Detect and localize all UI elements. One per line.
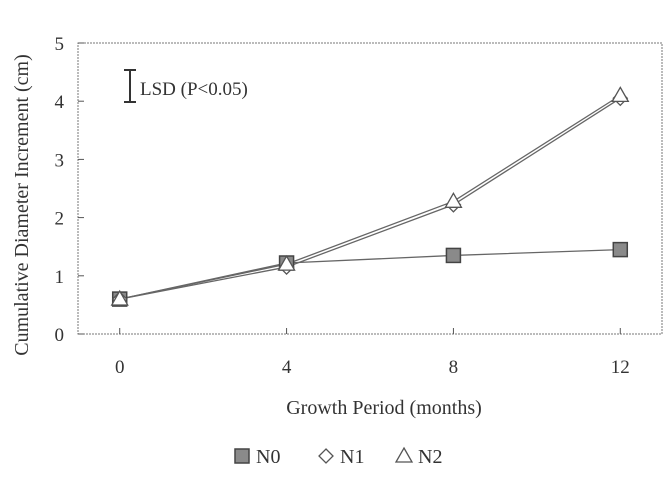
series-line-n1 bbox=[119, 97, 621, 300]
x-axis-label: Growth Period (months) bbox=[286, 397, 482, 419]
lsd-label: LSD (P<0.05) bbox=[140, 79, 248, 100]
plot-frame bbox=[77, 42, 663, 335]
x-tick-label: 4 bbox=[282, 357, 292, 378]
data-point-n2 bbox=[277, 254, 296, 271]
data-point-n0 bbox=[612, 241, 629, 258]
data-point-n2 bbox=[444, 191, 463, 208]
series-line-n0 bbox=[119, 248, 621, 300]
series-layer bbox=[110, 86, 630, 307]
y-tick-label: 1 bbox=[55, 267, 65, 288]
data-point-n0 bbox=[445, 247, 462, 264]
lsd-annotation: LSD (P<0.05) bbox=[124, 69, 248, 104]
data-point-n2 bbox=[611, 86, 630, 103]
legend-marker-n0 bbox=[234, 448, 250, 464]
y-tick-label: 0 bbox=[55, 325, 65, 346]
y-axis-label: Cumulative Diameter Increment (cm) bbox=[11, 54, 33, 356]
legend-label-n2: N2 bbox=[418, 446, 442, 468]
y-axis: 0 1 2 3 4 5 bbox=[55, 34, 84, 346]
y-tick-label: 4 bbox=[55, 92, 65, 113]
legend-label-n1: N1 bbox=[340, 446, 364, 468]
x-axis: 0 4 8 12 bbox=[115, 328, 630, 378]
series-line-n2 bbox=[119, 94, 621, 300]
data-point-n2 bbox=[110, 289, 129, 306]
legend-marker-n1 bbox=[318, 448, 334, 464]
y-tick-label: 3 bbox=[55, 150, 65, 171]
x-tick-label: 0 bbox=[115, 357, 125, 378]
y-tick-label: 2 bbox=[55, 209, 65, 230]
y-tick-label: 5 bbox=[55, 34, 65, 55]
legend-label-n0: N0 bbox=[256, 446, 280, 468]
x-tick-label: 8 bbox=[449, 357, 459, 378]
legend-marker-n2 bbox=[394, 446, 414, 463]
legend: N0 N1 N2 bbox=[234, 446, 442, 468]
x-tick-label: 12 bbox=[611, 357, 630, 378]
